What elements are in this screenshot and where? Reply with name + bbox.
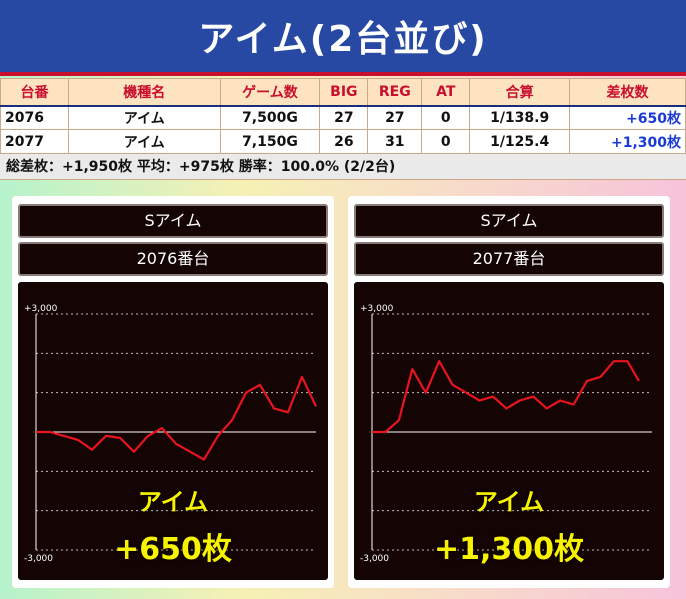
col-machine-header: 機種名 (67, 78, 221, 106)
table-row: 2077 アイム 7,150G 26 31 0 1/125.4 +1,300枚 (0, 129, 686, 154)
title-bar: アイム(2台並び) (0, 0, 686, 76)
cell-big: 27 (319, 105, 369, 130)
col-ratio-header: 合算 (469, 78, 571, 106)
unit-label: 2076番台 (18, 242, 328, 276)
cell-machine: アイム (67, 105, 221, 130)
machine-label: Sアイム (354, 204, 664, 238)
cell-machine: アイム (67, 129, 221, 154)
y-tick-label-top: +3,000 (24, 304, 58, 314)
y-tick-label-bottom: -3,000 (360, 554, 389, 564)
cell-games: 7,500G (219, 105, 321, 130)
cell-diff: +650枚 (569, 105, 686, 130)
page-title: アイム(2台並び) (198, 19, 488, 60)
series-line (36, 375, 317, 461)
cell-ratio: 1/138.9 (469, 105, 571, 130)
col-unit-header: 台番 (0, 78, 69, 106)
cell-games: 7,150G (219, 129, 321, 154)
cell-big: 26 (319, 129, 369, 154)
graph-panel-2076: Sアイム 2076番台 +3,000 -3,000 アイム +650枚 (12, 196, 334, 588)
y-tick-label-top: +3,000 (360, 304, 394, 314)
table-row: 2076 アイム 7,500G 27 27 0 1/138.9 +650枚 (0, 105, 686, 130)
col-diff-header: 差枚数 (569, 78, 686, 106)
overlay-diff: +650枚 (114, 532, 232, 567)
graph-panel-2077: Sアイム 2077番台 +3,000 -3,000 アイム +1,300枚 (348, 196, 670, 588)
slump-chart: +3,000 -3,000 (24, 304, 317, 564)
machine-label: Sアイム (18, 204, 328, 238)
col-games-header: ゲーム数 (219, 78, 321, 106)
overlay-machine-name: アイム (473, 488, 545, 516)
table-header-row: 台番 機種名 ゲーム数 BIG REG AT 合算 差枚数 (0, 78, 686, 106)
cell-ratio: 1/125.4 (469, 129, 571, 154)
slump-chart: +3,000 -3,000 (360, 304, 652, 564)
overlay-diff: +1,300枚 (433, 532, 585, 567)
cell-unit: 2076 (0, 105, 69, 130)
col-big-header: BIG (319, 78, 369, 106)
series-line (372, 360, 640, 434)
cell-reg: 31 (367, 129, 423, 154)
cell-reg: 27 (367, 105, 423, 130)
cell-at: 0 (421, 129, 471, 154)
graph-area: +3,000 -3,000 アイム +650枚 (18, 282, 328, 580)
y-tick-label-bottom: -3,000 (24, 554, 53, 564)
graph-area: +3,000 -3,000 アイム +1,300枚 (354, 282, 664, 580)
overlay-machine-name: アイム (137, 488, 209, 516)
cell-at: 0 (421, 105, 471, 130)
unit-label: 2077番台 (354, 242, 664, 276)
summary-bar: 総差枚：+1,950枚 平均：+975枚 勝率：100.0% (2/2台) (0, 154, 686, 180)
stats-table: 台番 機種名 ゲーム数 BIG REG AT 合算 差枚数 2076 アイム 7… (0, 78, 686, 154)
cell-diff: +1,300枚 (569, 129, 686, 154)
cell-unit: 2077 (0, 129, 69, 154)
col-at-header: AT (421, 78, 471, 106)
col-reg-header: REG (367, 78, 423, 106)
